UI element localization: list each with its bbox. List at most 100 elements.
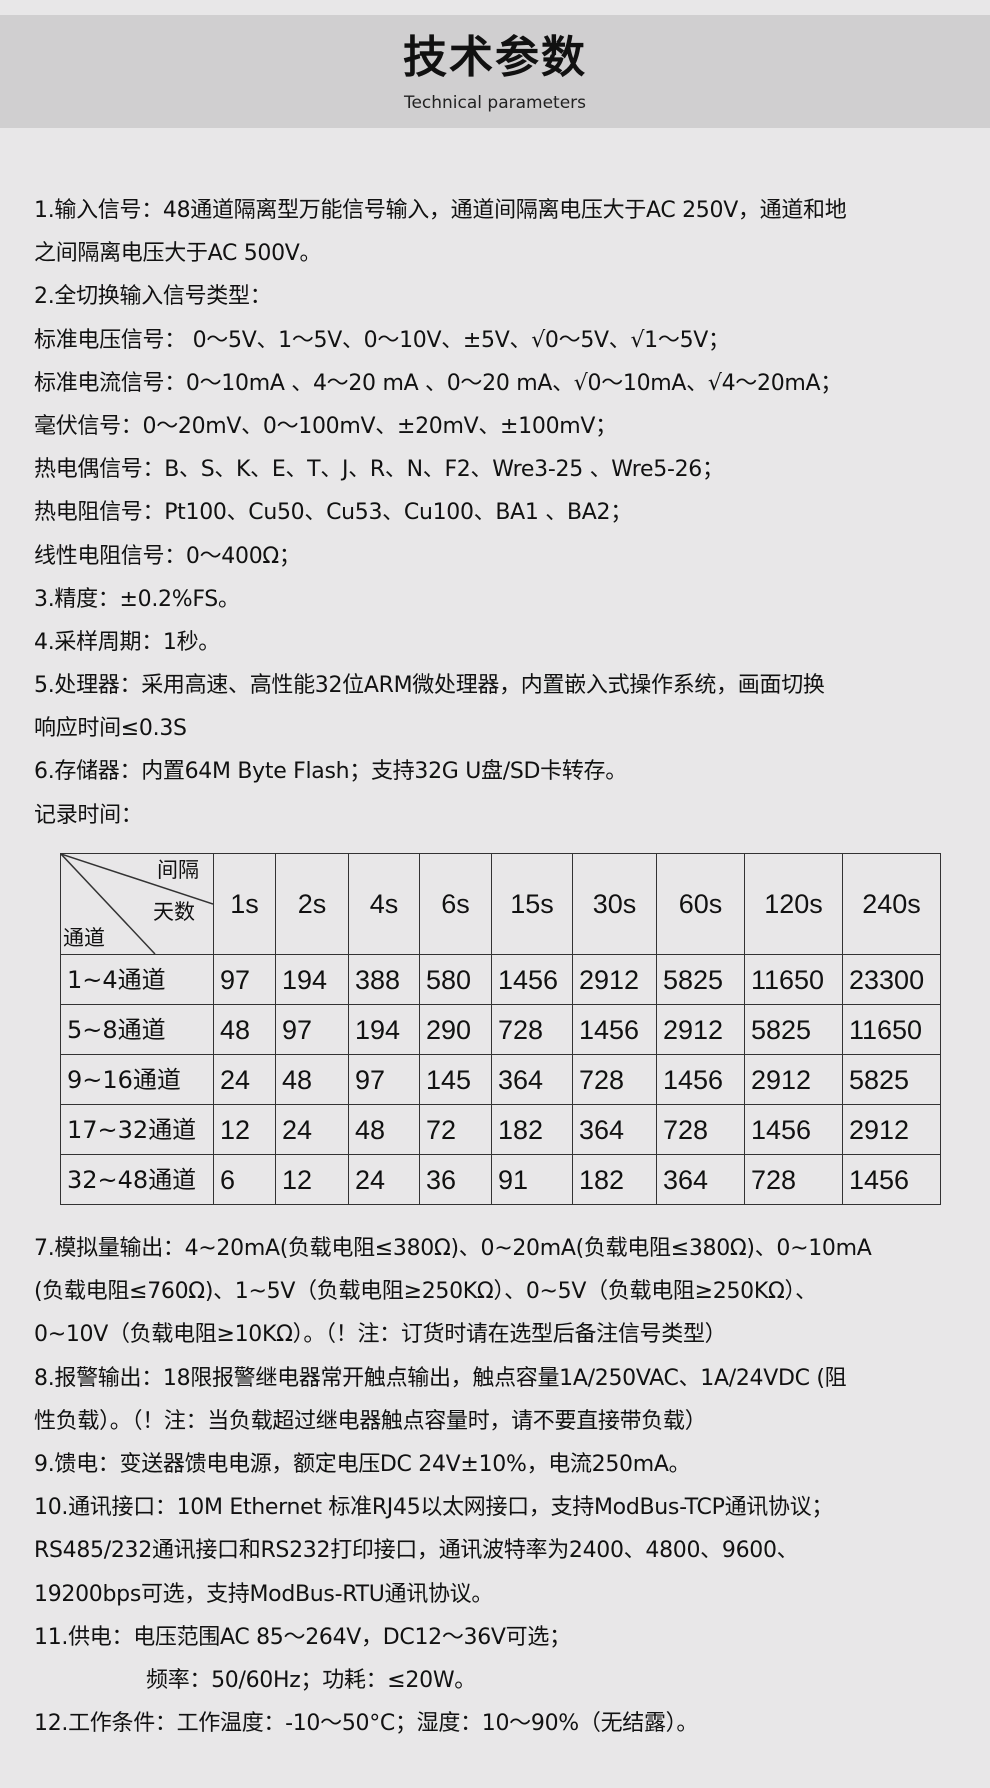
table-cell: 24 xyxy=(213,1054,276,1105)
table-header-row: 间隔 天数 通道 1s 2s 4s 6s 15s 30s 60s 120s 240s xyxy=(60,853,941,955)
spec-line: 线性电阻信号：0～400Ω； xyxy=(34,543,301,569)
table-row: 32~48通道 6 12 24 36 91 182 364 728 1456 xyxy=(60,1154,941,1205)
table-cell: 5825 xyxy=(656,954,745,1005)
table-cell: 91 xyxy=(491,1154,573,1205)
table-cell: 1456 xyxy=(491,954,573,1005)
table-cell: 97 xyxy=(348,1054,420,1105)
table-cell: 364 xyxy=(491,1054,573,1105)
column-header: 240s xyxy=(842,853,941,955)
table-cell: 580 xyxy=(419,954,492,1005)
column-header: 120s xyxy=(744,853,843,955)
spec-line: 热电偶信号：B、S、K、E、T、J、R、N、F2、Wre3-25 、Wre5-2… xyxy=(34,457,724,483)
spec-line: 标准电流信号：0～10mA 、4～20 mA 、0～20 mA、√0～10mA、… xyxy=(34,370,842,396)
table-cell: 290 xyxy=(419,1004,492,1055)
table-row: 1~4通道 97 194 388 580 1456 2912 5825 11650 23300 xyxy=(60,954,941,1005)
table-cell: 2912 xyxy=(572,954,657,1005)
column-header: 2s xyxy=(275,853,349,955)
spec-line: 8.报警输出：18限报警继电器常开触点输出，触点容量1A/250VAC、1A/2… xyxy=(34,1365,847,1391)
table-cell: 24 xyxy=(348,1154,420,1205)
table-cell: 11650 xyxy=(744,954,843,1005)
spec-line: RS485/232通讯接口和RS232打印接口，通讯波特率为2400、4800、… xyxy=(34,1538,799,1564)
table-row: 17~32通道 12 24 48 72 182 364 728 1456 2912 xyxy=(60,1104,941,1155)
table-cell: 364 xyxy=(572,1104,657,1155)
table-cell: 182 xyxy=(491,1104,573,1155)
table-cell: 48 xyxy=(213,1004,276,1055)
spec-line: 性负载）。（！注：当负载超过继电器触点容量时，请不要直接带负载） xyxy=(34,1408,707,1434)
spec-line: (负载电阻≤760Ω)、1~5V（负载电阻≥250KΩ）、0~5V（负载电阻≥2… xyxy=(34,1279,817,1305)
table-cell: 194 xyxy=(348,1004,420,1055)
diagonal-lines xyxy=(61,854,213,954)
table-cell: 388 xyxy=(348,954,420,1005)
spec-line: 之间隔离电压大于AC 500V。 xyxy=(34,241,322,267)
spec-line: 12.工作条件：工作温度：-10～50°C；湿度：10～90%（无结露）。 xyxy=(34,1711,699,1737)
record-time-table: 间隔 天数 通道 1s 2s 4s 6s 15s 30s 60s 120s 240s 1~4通道… xyxy=(60,853,941,1205)
table-cell: 12 xyxy=(275,1154,349,1205)
spec-line: 10.通讯接口：10M Ethernet 标准RJ45以太网接口，支持ModBu… xyxy=(34,1495,834,1521)
table-cell: 48 xyxy=(275,1054,349,1105)
row-label: 1~4通道 xyxy=(60,954,214,1005)
table-cell: 2912 xyxy=(656,1004,745,1055)
column-header: 6s xyxy=(419,853,492,955)
spec-list-top: 1.输入信号：48通道隔离型万能信号输入，通道间隔离电压大于AC 250V，通道… xyxy=(34,196,974,844)
table-cell: 12 xyxy=(213,1104,276,1155)
spec-line: 标准电压信号： 0～5V、1～5V、0～10V、±5V、√0～5V、√1～5V； xyxy=(34,327,730,353)
column-header: 15s xyxy=(491,853,573,955)
page-title: 技术参数 xyxy=(403,32,587,83)
table-cell: 24 xyxy=(275,1104,349,1155)
spec-line: 7.模拟量输出：4~20mA(负载电阻≤380Ω)、0~20mA(负载电阻≤38… xyxy=(34,1236,872,1261)
table-cell: 72 xyxy=(419,1104,492,1155)
table-cell: 97 xyxy=(275,1004,349,1055)
table-row: 5~8通道 48 97 194 290 728 1456 2912 5825 11650 xyxy=(60,1004,941,1055)
table-cell: 194 xyxy=(275,954,349,1005)
table-cell: 728 xyxy=(491,1004,573,1055)
corner-interval-label: 间隔 xyxy=(157,858,199,882)
spec-list-bottom: 7.模拟量输出：4~20mA(负载电阻≤380Ω)、0~20mA(负载电阻≤38… xyxy=(34,1234,974,1752)
header-band xyxy=(0,15,990,128)
spec-line: 频率：50/60Hz；功耗：≤20W。 xyxy=(146,1667,476,1693)
spec-line: 2.全切换输入信号类型： xyxy=(34,284,272,310)
table-cell: 2912 xyxy=(842,1104,941,1155)
table-cell: 728 xyxy=(656,1104,745,1155)
row-label: 5~8通道 xyxy=(60,1004,214,1055)
table-cell: 1456 xyxy=(842,1154,941,1205)
column-header: 4s xyxy=(348,853,420,955)
spec-line: 1.输入信号：48通道隔离型万能信号输入，通道间隔离电压大于AC 250V，通道… xyxy=(34,198,847,223)
table-cell: 364 xyxy=(656,1154,745,1205)
row-label: 9~16通道 xyxy=(60,1054,214,1105)
table-cell: 728 xyxy=(572,1054,657,1105)
spec-line: 记录时间： xyxy=(34,802,143,828)
spec-line: 毫伏信号：0～20mV、0～100mV、±20mV、±100mV； xyxy=(34,413,617,439)
table-cell: 23300 xyxy=(842,954,941,1005)
table-cell: 5825 xyxy=(842,1054,941,1105)
table-cell: 36 xyxy=(419,1154,492,1205)
table-cell: 2912 xyxy=(744,1054,843,1105)
column-header: 60s xyxy=(656,853,745,955)
table-cell: 48 xyxy=(348,1104,420,1155)
table-cell: 11650 xyxy=(842,1004,941,1055)
table-row: 9~16通道 24 48 97 145 364 728 1456 2912 5825 xyxy=(60,1054,941,1105)
page-subtitle: Technical parameters xyxy=(403,93,587,113)
corner-days-label: 天数 xyxy=(153,900,195,924)
table-cell: 182 xyxy=(572,1154,657,1205)
spec-line: 0~10V（负载电阻≥10KΩ）。（！注：订货时请在选型后备注信号类型） xyxy=(34,1322,727,1348)
table-cell: 1456 xyxy=(656,1054,745,1105)
spec-line: 11.供电：电压范围AC 85～264V，DC12～36V可选； xyxy=(34,1624,571,1650)
table-cell: 145 xyxy=(419,1054,492,1105)
row-label: 17~32通道 xyxy=(60,1104,214,1155)
column-header: 1s xyxy=(213,853,276,955)
corner-channel-label: 通道 xyxy=(63,926,105,950)
table-cell: 1456 xyxy=(744,1104,843,1155)
spec-line: 5.处理器：采用高速、高性能32位ARM微处理器，内置嵌入式操作系统，画面切换 xyxy=(34,673,825,699)
spec-line: 热电阻信号：Pt100、Cu50、Cu53、Cu100、BA1 、BA2； xyxy=(34,500,632,526)
row-label: 32~48通道 xyxy=(60,1154,214,1205)
spec-line: 响应时间≤0.3S xyxy=(34,716,187,742)
table-cell: 5825 xyxy=(744,1004,843,1055)
table-cell: 728 xyxy=(744,1154,843,1205)
spec-line: 6.存储器：内置64M Byte Flash；支持32G U盘/SD卡转存。 xyxy=(34,759,627,785)
spec-line: 9.馈电：变送器馈电电源，额定电压DC 24V±10%，电流250mA。 xyxy=(34,1451,691,1477)
spec-line: 19200bps可选，支持ModBus-RTU通讯协议。 xyxy=(34,1581,494,1607)
column-header: 30s xyxy=(572,853,657,955)
table-cell: 1456 xyxy=(572,1004,657,1055)
table-corner-cell: 间隔 天数 通道 xyxy=(60,853,214,955)
table-cell: 97 xyxy=(213,954,276,1005)
